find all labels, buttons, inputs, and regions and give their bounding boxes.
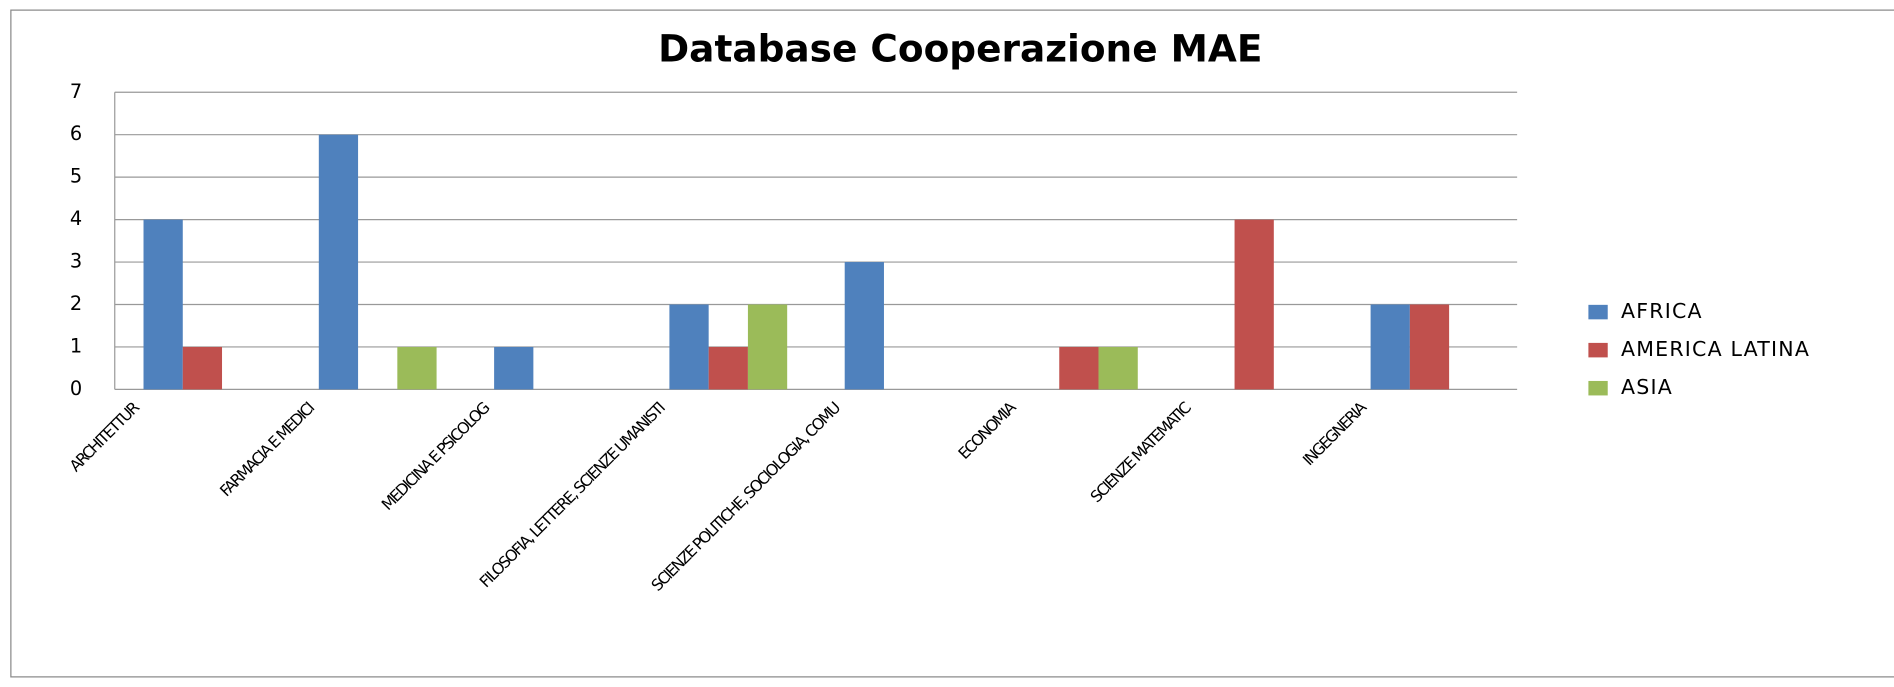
y-tick-label: 0 (70, 377, 82, 400)
y-tick-label: 1 (70, 334, 82, 357)
bar (143, 219, 183, 390)
bar (182, 346, 223, 390)
y-tick-label: 4 (70, 207, 82, 230)
legend-swatch (1588, 304, 1608, 320)
bar (1409, 304, 1450, 390)
bar (1098, 346, 1138, 390)
bar (318, 134, 359, 390)
chart-frame (10, 9, 1894, 678)
legend-label: ASIA (1621, 375, 1673, 399)
legend-swatch (1588, 342, 1608, 358)
bar (397, 346, 437, 390)
chart-title: Database Cooperazione MAE (658, 27, 1262, 71)
bar (844, 262, 884, 390)
bar (494, 346, 534, 390)
bar (1059, 346, 1099, 390)
bar (669, 304, 709, 390)
legend-label: AMERICA LATINA (1621, 337, 1810, 361)
y-tick-label: 7 (70, 80, 82, 103)
y-tick-label: 6 (70, 122, 82, 145)
legend-swatch (1588, 380, 1608, 396)
y-tick-label: 3 (70, 250, 82, 273)
bar (708, 346, 748, 390)
legend-label: AFRICA (1621, 299, 1703, 323)
y-tick-label: 2 (70, 292, 82, 315)
bar (747, 304, 788, 390)
bar (1234, 219, 1274, 390)
bar (1370, 304, 1410, 390)
y-tick-label: 5 (70, 165, 82, 188)
